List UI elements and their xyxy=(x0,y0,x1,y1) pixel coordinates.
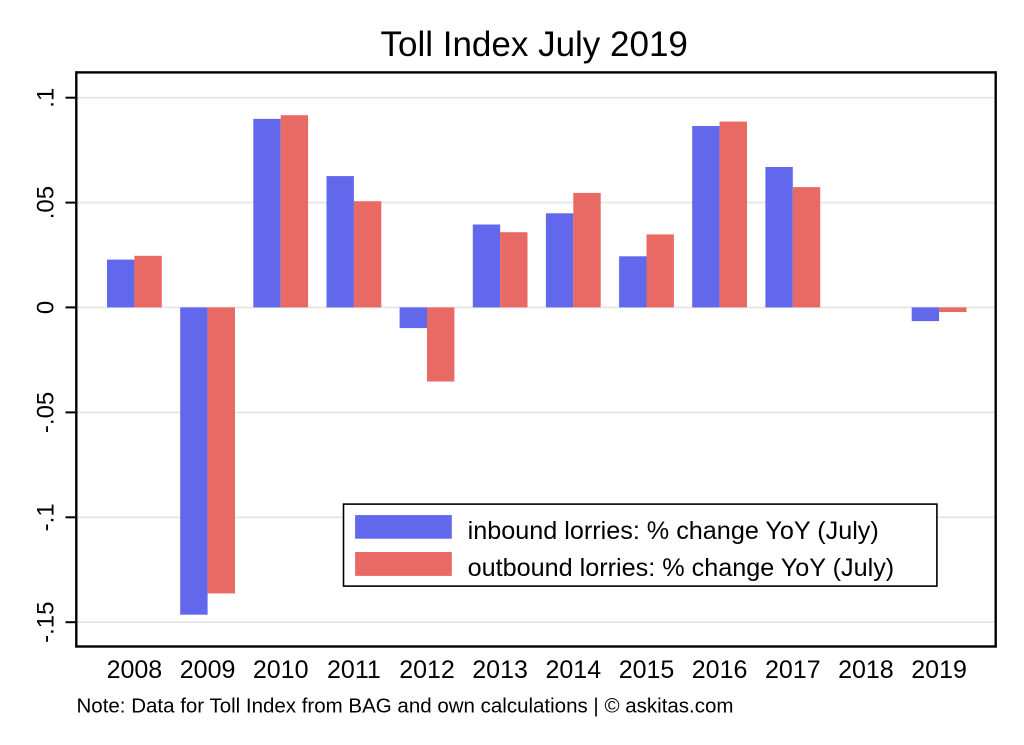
svg-text:.1: .1 xyxy=(33,88,60,108)
svg-text:inbound lorries: % change YoY: inbound lorries: % change YoY (July) xyxy=(468,517,879,545)
svg-text:2016: 2016 xyxy=(692,656,748,684)
svg-text:Toll Index July 2019: Toll Index July 2019 xyxy=(380,25,687,64)
svg-text:2010: 2010 xyxy=(253,656,309,684)
svg-text:2015: 2015 xyxy=(619,656,675,684)
svg-text:-.1: -.1 xyxy=(33,503,60,531)
svg-text:Note: Data for Toll Index from: Note: Data for Toll Index from BAG and o… xyxy=(77,695,734,718)
svg-text:0: 0 xyxy=(33,301,60,314)
svg-text:2008: 2008 xyxy=(107,656,163,684)
svg-text:-.15: -.15 xyxy=(33,602,60,643)
svg-text:-.05: -.05 xyxy=(33,392,60,433)
svg-text:2011: 2011 xyxy=(327,656,381,684)
svg-text:2009: 2009 xyxy=(180,656,236,684)
svg-text:2013: 2013 xyxy=(472,656,528,684)
svg-text:.05: .05 xyxy=(33,186,60,219)
svg-text:2019: 2019 xyxy=(911,656,967,684)
svg-text:2018: 2018 xyxy=(838,656,894,684)
svg-text:2014: 2014 xyxy=(545,656,601,684)
svg-text:2017: 2017 xyxy=(765,656,821,684)
svg-text:outbound lorries: % change YoY: outbound lorries: % change YoY (July) xyxy=(468,554,895,582)
svg-text:2012: 2012 xyxy=(399,656,455,684)
